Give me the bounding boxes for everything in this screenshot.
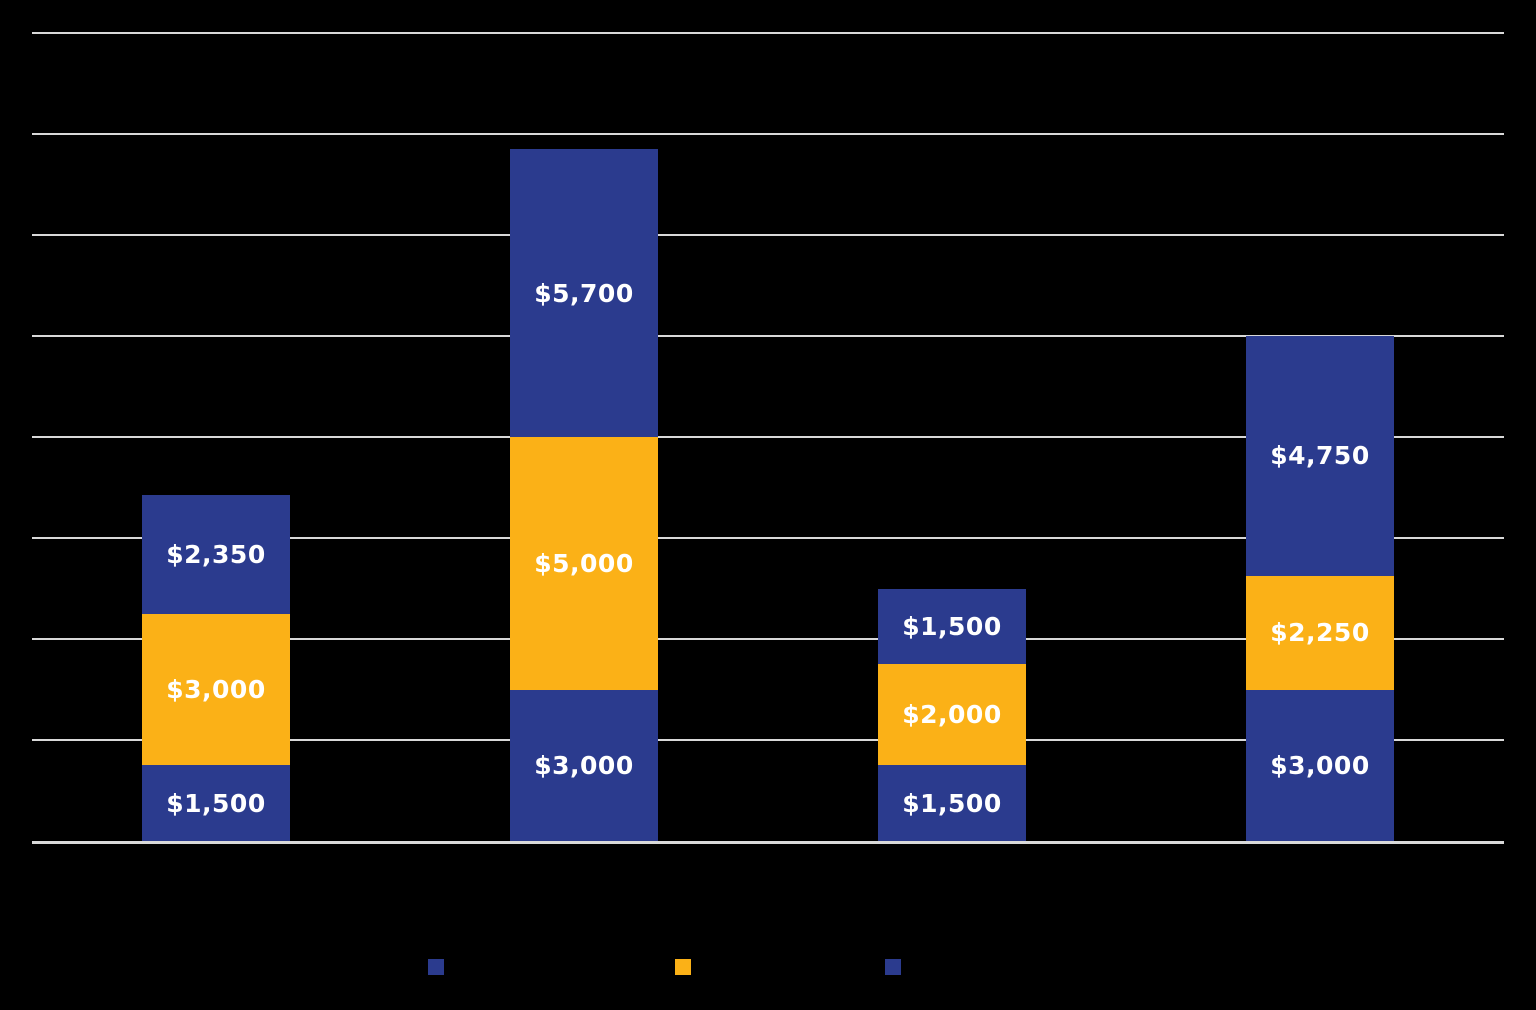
bar-segment-top-blue-segment: $1,500 (878, 588, 1026, 665)
bar-segment-middle-yellow-segment: $2,000 (878, 664, 1026, 766)
legend-marker-3 (885, 959, 901, 975)
bar-segment-middle-yellow-segment: $2,250 (1246, 575, 1394, 690)
bar-segment-bottom-blue-segment: $3,000 (1246, 689, 1394, 841)
bar-value-label: $3,000 (1270, 750, 1370, 780)
bar-segment-bottom-blue-segment: $1,500 (878, 765, 1026, 841)
bar-segment-bottom-blue-segment: $3,000 (510, 689, 658, 841)
bar-segment-top-blue-segment: $2,350 (142, 495, 290, 614)
bar-segment-bottom-blue-segment: $1,500 (142, 765, 290, 841)
bar-segment-top-blue-segment: $5,700 (510, 149, 658, 437)
gridline (32, 739, 1504, 741)
gridline (32, 32, 1504, 34)
gridline (32, 436, 1504, 438)
bar-value-label: $5,000 (534, 548, 634, 578)
x-axis-line (32, 841, 1504, 844)
bar-value-label: $2,000 (902, 700, 1002, 730)
bar-value-label: $5,700 (534, 278, 634, 308)
legend-marker-2 (675, 959, 691, 975)
gridline (32, 234, 1504, 236)
gridline (32, 335, 1504, 337)
bar-value-label: $4,750 (1270, 441, 1370, 471)
bar-value-label: $1,500 (902, 788, 1002, 818)
bar-value-label: $1,500 (166, 788, 266, 818)
bar-segment-middle-yellow-segment: $3,000 (142, 613, 290, 766)
bar-value-label: $1,500 (902, 611, 1002, 641)
gridline (32, 133, 1504, 135)
bar-segment-middle-yellow-segment: $5,000 (510, 437, 658, 690)
gridline (32, 638, 1504, 640)
bar-segment-top-blue-segment: $4,750 (1246, 336, 1394, 576)
bar-value-label: $2,350 (166, 539, 266, 569)
bar-value-label: $2,250 (1270, 618, 1370, 648)
bar-value-label: $3,000 (534, 750, 634, 780)
bar-value-label: $3,000 (166, 675, 266, 704)
gridline (32, 537, 1504, 539)
legend-marker-1 (428, 959, 444, 975)
